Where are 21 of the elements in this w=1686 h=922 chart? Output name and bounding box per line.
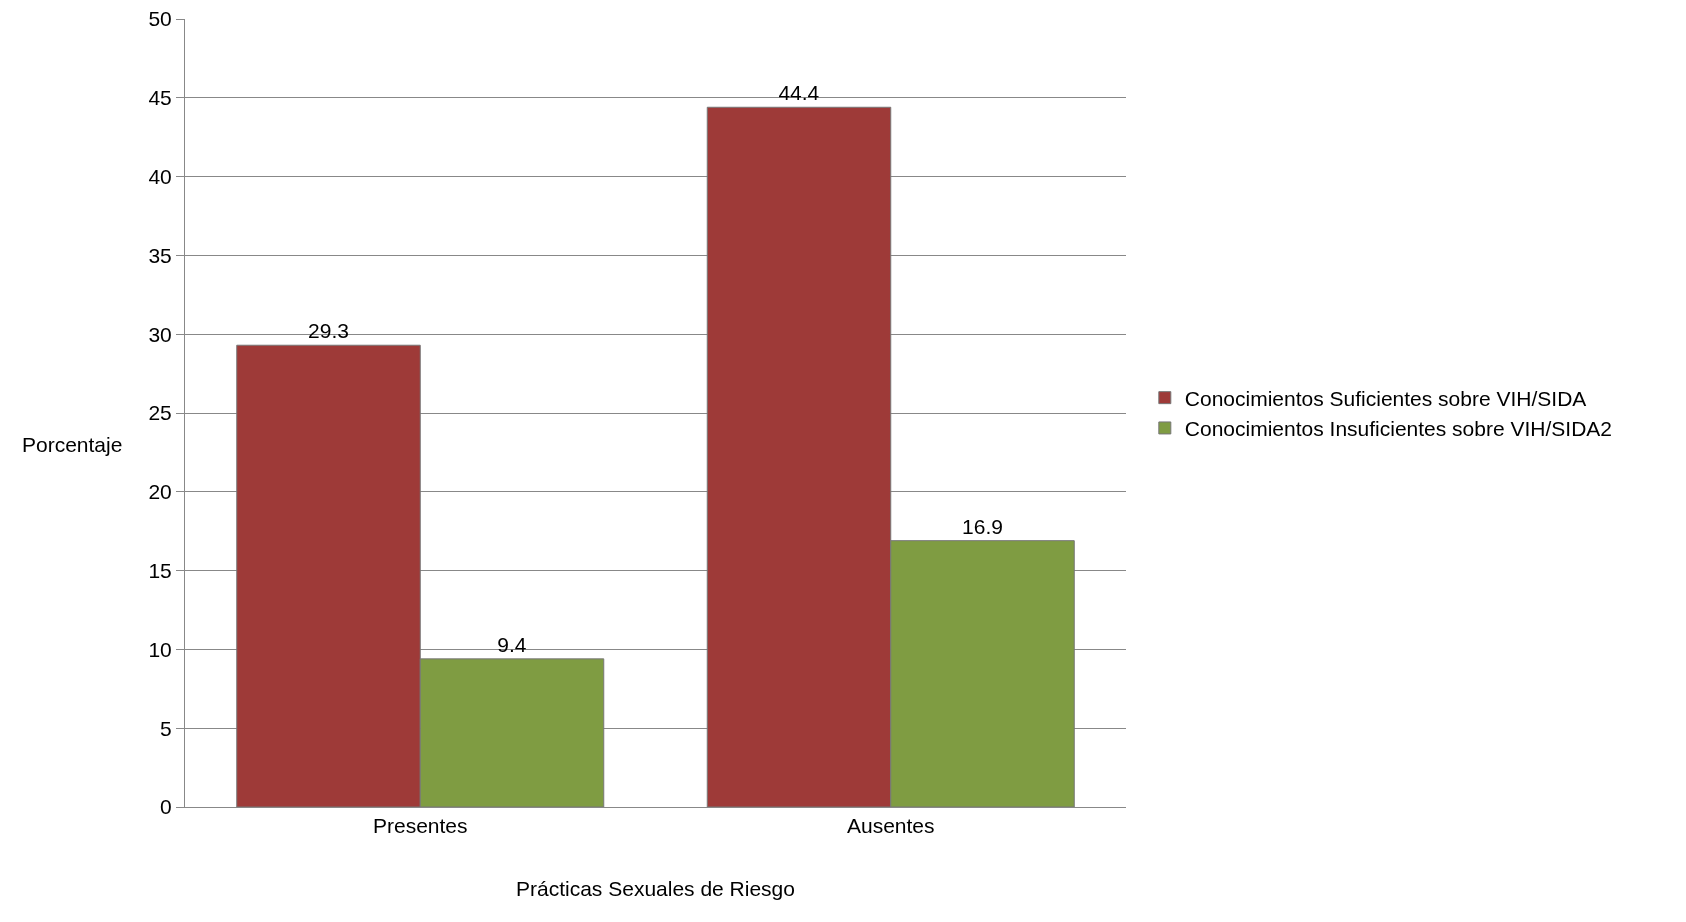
y-axis-title: Porcentaje bbox=[22, 433, 123, 456]
y-tick-label: 0 bbox=[160, 795, 172, 819]
y-tick-label: 35 bbox=[148, 243, 172, 267]
y-tick-label: 25 bbox=[148, 401, 172, 425]
data-label: 29.3 bbox=[308, 319, 349, 343]
y-tick-label: 45 bbox=[148, 86, 172, 110]
y-tick-label: 10 bbox=[148, 637, 172, 661]
data-label: 9.4 bbox=[497, 632, 527, 656]
y-tick-label: 40 bbox=[148, 164, 172, 188]
y-tick-label: 30 bbox=[148, 322, 172, 346]
data-label: 44.4 bbox=[778, 81, 820, 105]
data-label: 16.9 bbox=[962, 514, 1003, 538]
y-tick-label: 50 bbox=[148, 7, 172, 31]
y-tick-label: 20 bbox=[148, 480, 172, 504]
y-tick-label: 15 bbox=[148, 558, 172, 582]
legend-label: Conocimientos Insuficientes sobre VIH/SIDA2 bbox=[1184, 417, 1613, 441]
x-axis-title: Prácticas Sexuales de Riesgo bbox=[516, 877, 795, 901]
x-tick-label: Presentes bbox=[372, 814, 468, 838]
y-tick-label: 5 bbox=[160, 716, 172, 740]
legend-label: Conocimientos Suficientes sobre VIH/SIDA bbox=[1184, 386, 1587, 410]
x-tick-label: Ausentes bbox=[846, 814, 935, 838]
